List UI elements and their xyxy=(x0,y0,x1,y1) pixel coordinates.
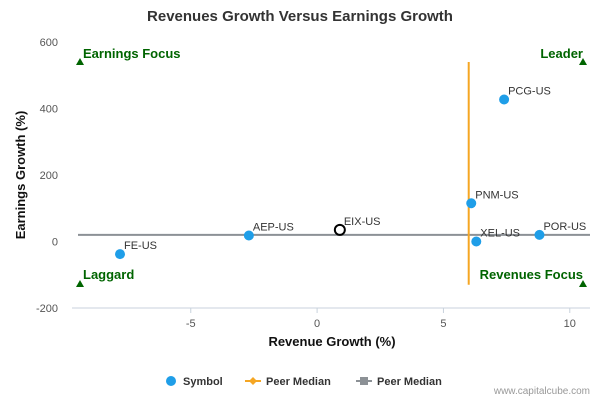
x-axis-title: Revenue Growth (%) xyxy=(268,334,395,349)
legend-diamond-icon xyxy=(249,377,257,385)
legend-label: Symbol xyxy=(183,376,223,388)
quadrant-label-earnings-focus: Earnings Focus xyxy=(83,46,181,61)
data-point-label: XEL-US xyxy=(480,228,520,240)
credit-text: www.capitalcube.com xyxy=(493,386,590,397)
x-tick-label: 10 xyxy=(564,318,576,330)
quadrant-label-revenues-focus: Revenues Focus xyxy=(480,267,583,282)
triangle-marker-icon xyxy=(579,280,587,287)
x-axis: -5 0 5 10 xyxy=(186,308,576,330)
triangle-marker-icon xyxy=(76,58,84,65)
x-tick-label: 0 xyxy=(314,318,320,330)
legend-label: Peer Median xyxy=(377,376,442,388)
data-point xyxy=(115,249,126,260)
legend: Symbol Peer Median Peer Median xyxy=(166,376,442,388)
data-point xyxy=(243,230,254,241)
y-tick-label: 600 xyxy=(40,37,58,49)
data-point-label: FE-US xyxy=(124,240,157,252)
y-tick-label: 200 xyxy=(40,170,58,182)
quadrant-label-laggard: Laggard xyxy=(83,267,134,282)
data-point-label: PCG-US xyxy=(508,86,551,98)
triangle-marker-icon xyxy=(76,280,84,287)
data-point xyxy=(499,94,510,105)
chart-title: Revenues Growth Versus Earnings Growth xyxy=(147,8,453,25)
data-point-label: AEP-US xyxy=(253,222,294,234)
data-point xyxy=(466,198,477,209)
x-tick-label: -5 xyxy=(186,318,196,330)
y-tick-label: 0 xyxy=(52,237,58,249)
y-tick-label: 400 xyxy=(40,104,58,116)
data-point-highlight xyxy=(333,223,346,236)
quadrant-label-leader: Leader xyxy=(540,46,583,61)
x-tick-label: 5 xyxy=(440,318,446,330)
quadrant-labels: Earnings Focus Leader Laggard Revenues Focu… xyxy=(76,46,587,287)
legend-symbol-dot-icon xyxy=(166,376,176,386)
data-point-label: POR-US xyxy=(543,221,586,233)
legend-label: Peer Median xyxy=(266,376,331,388)
y-axis-title: Earnings Growth (%) xyxy=(13,111,28,240)
y-tick-label: -200 xyxy=(36,303,58,315)
data-point-label: PNM-US xyxy=(475,189,518,201)
triangle-marker-icon xyxy=(579,58,587,65)
data-point-label: EIX-US xyxy=(344,216,381,228)
data-point xyxy=(534,229,545,240)
plot-area: -5 0 5 10 -200 0 200 400 600 Earnings Focus Lead… xyxy=(36,37,590,330)
y-axis: -200 0 200 400 600 xyxy=(36,37,58,315)
data-points: PCG-US PNM-US EIX-US AEP-US FE-US XEL-US POR-U… xyxy=(115,86,586,260)
data-point xyxy=(471,236,482,247)
legend-square-icon xyxy=(360,377,368,385)
